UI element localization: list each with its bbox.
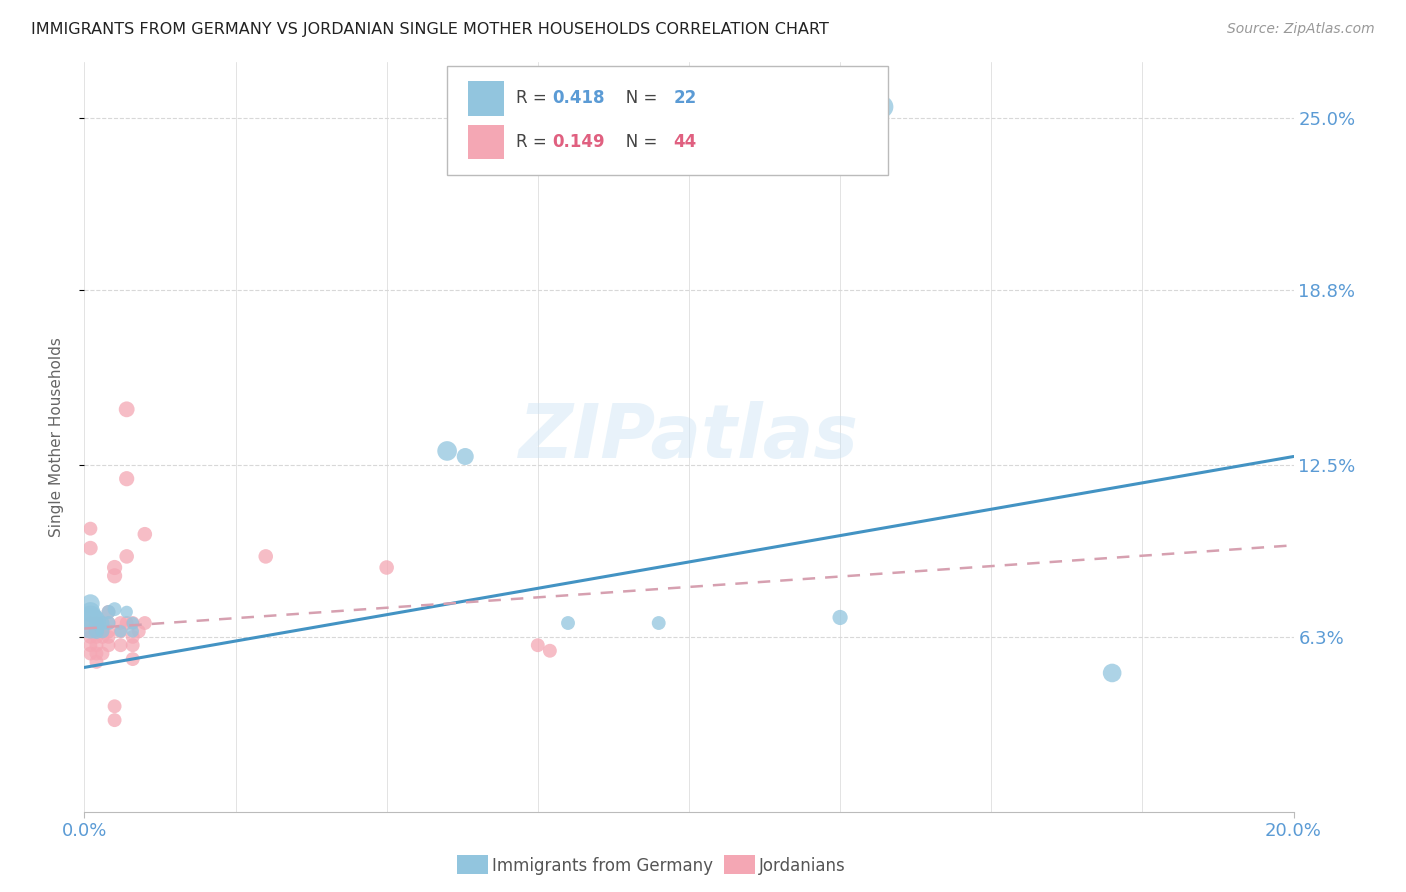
Point [538, 644, 561, 658]
Point [79, 605, 101, 619]
Point [97, 638, 120, 652]
Text: 0.418: 0.418 [553, 89, 605, 107]
Text: ZIPatlas: ZIPatlas [519, 401, 859, 474]
FancyBboxPatch shape [447, 66, 889, 175]
Point [86, 647, 108, 661]
Point [79, 597, 101, 611]
Point [648, 615, 671, 630]
Point [97, 605, 120, 619]
Point [110, 624, 132, 639]
Point [91, 624, 114, 639]
Point [454, 450, 477, 464]
Point [128, 624, 150, 639]
Text: IMMIGRANTS FROM GERMANY VS JORDANIAN SINGLE MOTHER HOUSEHOLDS CORRELATION CHART: IMMIGRANTS FROM GERMANY VS JORDANIAN SIN… [31, 22, 828, 37]
Text: 0.149: 0.149 [553, 133, 605, 151]
Text: Source: ZipAtlas.com: Source: ZipAtlas.com [1227, 22, 1375, 37]
Bar [468, 125, 503, 159]
Point [872, 100, 894, 114]
Point [436, 444, 458, 458]
Point [79, 610, 101, 624]
Point [86, 624, 108, 639]
Point [527, 638, 550, 652]
Text: 44: 44 [673, 133, 696, 151]
Point [121, 652, 143, 666]
Point [104, 560, 127, 574]
Text: Immigrants from Germany: Immigrants from Germany [492, 857, 713, 875]
Point [115, 402, 138, 417]
Point [79, 624, 101, 639]
Point [134, 527, 156, 541]
Point [110, 638, 132, 652]
Point [134, 615, 156, 630]
Point [110, 624, 132, 639]
Point [254, 549, 277, 564]
Point [121, 624, 143, 639]
Point [79, 615, 101, 630]
Point [91, 630, 114, 644]
Bar [468, 81, 503, 116]
Point [97, 615, 120, 630]
Text: R =: R = [516, 133, 553, 151]
Text: N =: N = [610, 89, 664, 107]
Point [104, 602, 127, 616]
Point [86, 638, 108, 652]
Point [86, 610, 108, 624]
Point [79, 630, 101, 644]
Point [557, 615, 579, 630]
Point [1101, 665, 1123, 680]
Point [115, 605, 138, 619]
Point [121, 638, 143, 652]
Point [110, 615, 132, 630]
Point [86, 624, 108, 639]
Point [115, 472, 138, 486]
Point [86, 615, 108, 630]
Text: N =: N = [610, 133, 664, 151]
Point [91, 615, 114, 630]
Point [121, 615, 143, 630]
Point [97, 630, 120, 644]
Point [86, 655, 108, 669]
Point [79, 647, 101, 661]
Point [115, 615, 138, 630]
Point [91, 624, 114, 639]
Point [830, 610, 852, 624]
Point [121, 615, 143, 630]
Point [104, 699, 127, 714]
Point [104, 713, 127, 727]
Point [79, 522, 101, 536]
Point [104, 569, 127, 583]
Point [79, 638, 101, 652]
Y-axis label: Single Mother Households: Single Mother Households [49, 337, 63, 537]
Text: Jordanians: Jordanians [759, 857, 846, 875]
Point [97, 615, 120, 630]
Point [86, 630, 108, 644]
Text: R =: R = [516, 89, 553, 107]
Text: 22: 22 [673, 89, 696, 107]
Point [115, 549, 138, 564]
Point [91, 615, 114, 630]
Point [375, 560, 398, 574]
Point [79, 541, 101, 555]
Point [97, 624, 120, 639]
Point [121, 630, 143, 644]
Point [97, 605, 120, 619]
Point [86, 615, 108, 630]
Point [91, 647, 114, 661]
Point [79, 615, 101, 630]
